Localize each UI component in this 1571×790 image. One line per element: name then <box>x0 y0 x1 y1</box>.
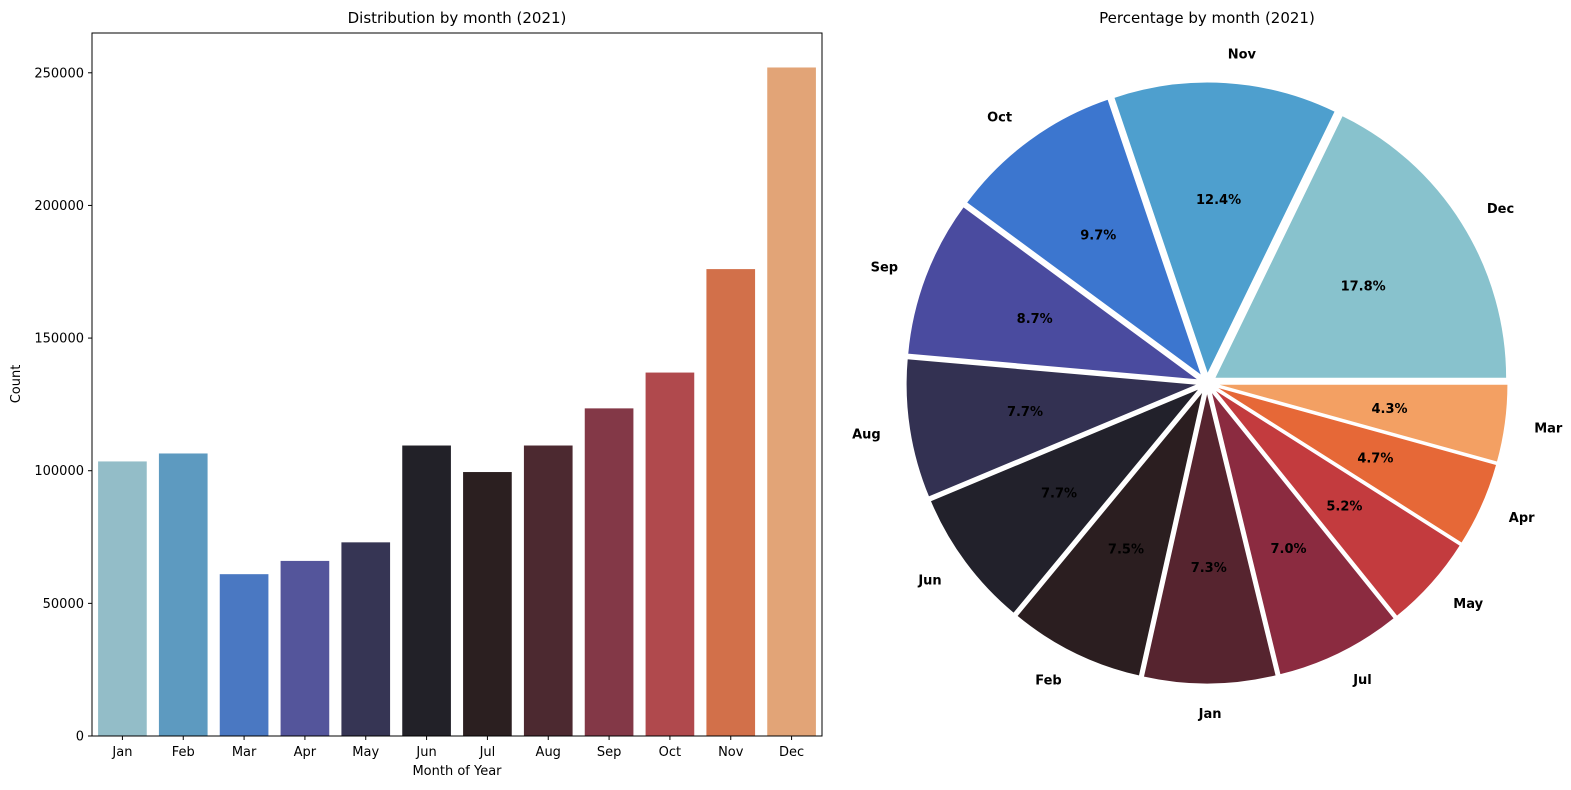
x-tick-label: Aug <box>536 745 561 760</box>
pie-percent-label: 7.3% <box>1191 561 1227 576</box>
bar-oct <box>645 372 695 736</box>
x-tick-label: Dec <box>779 745 804 760</box>
pie-slice-jan <box>1142 391 1277 685</box>
pie-slice-apr <box>1214 386 1498 544</box>
x-tick-label: Oct <box>659 745 681 760</box>
y-tick-label: 0 <box>76 730 84 745</box>
bar-x-axis: Jan Feb Mar Apr May Jun Jul Aug Sep Oct Nov Dec <box>111 736 804 760</box>
pie-percent-label: 5.2% <box>1326 500 1362 515</box>
pie-percent-label: 7.7% <box>1041 487 1077 502</box>
x-tick-label: Sep <box>597 745 622 760</box>
bar-feb <box>158 453 208 736</box>
bar-jul <box>463 472 512 736</box>
pie-percent-label: 4.7% <box>1357 452 1393 467</box>
y-tick-label: 100000 <box>34 464 84 479</box>
bar-series <box>98 67 816 736</box>
bar-jun <box>402 445 451 736</box>
x-tick-label: May <box>352 745 379 760</box>
pie-chart-title: Percentage by month (2021) <box>1099 9 1315 27</box>
pie-label: Sep <box>871 260 899 275</box>
bar-y-axis: 0 50000 100000 150000 200000 250000 <box>34 66 92 745</box>
bar-mar <box>219 574 269 736</box>
pie-label: Jun <box>917 574 941 589</box>
bar-aug <box>523 445 573 736</box>
bar-y-axis-label: Count <box>9 365 24 404</box>
bar-sep <box>584 408 634 736</box>
bar-apr <box>280 560 330 736</box>
bar-x-axis-label: Month of Year <box>412 764 502 779</box>
pie-label: Aug <box>852 428 881 443</box>
pie-label: Jan <box>1198 707 1222 722</box>
pie-percent-label: 7.5% <box>1108 542 1144 557</box>
x-tick-label: Feb <box>172 745 195 760</box>
pie-percent-label: 8.7% <box>1017 312 1053 327</box>
bar-may <box>341 542 391 736</box>
x-tick-label: Jan <box>111 745 132 760</box>
pie-slice-feb <box>1016 390 1204 677</box>
pie-slice-jul <box>1210 390 1395 676</box>
x-tick-label: Mar <box>232 745 257 760</box>
y-tick-label: 150000 <box>34 332 84 347</box>
pie-slice-oct <box>965 98 1203 378</box>
pie-slice-jun <box>929 387 1201 615</box>
pie-percent-label: 7.0% <box>1271 542 1307 557</box>
pie-series <box>905 81 1509 685</box>
y-tick-label: 50000 <box>43 597 84 612</box>
pie-chart: Percentage by month (2021) Dec 17.8% Nov 12… <box>852 9 1563 722</box>
pie-label: Nov <box>1228 47 1257 62</box>
x-tick-label: Nov <box>718 745 744 760</box>
pie-label: Feb <box>1035 674 1061 689</box>
pie-label: Apr <box>1509 511 1535 526</box>
pie-label: May <box>1453 597 1483 612</box>
x-tick-label: Jul <box>479 745 496 760</box>
bar-chart: Distribution by month (2021) 0 50000 10000… <box>9 9 823 779</box>
y-tick-label: 200000 <box>34 199 84 214</box>
pie-percent-label: 9.7% <box>1080 228 1116 243</box>
pie-percent-label: 17.8% <box>1341 279 1386 294</box>
pie-slice-nov <box>1113 81 1336 376</box>
pie-slice-may <box>1213 388 1461 618</box>
pie-percent-label: 7.7% <box>1007 405 1043 420</box>
pie-label: Mar <box>1534 421 1563 436</box>
pie-slice-mar <box>1215 383 1509 463</box>
pie-label: Dec <box>1487 202 1514 217</box>
pie-percent-label: 4.3% <box>1371 402 1407 417</box>
bar-plot-frame <box>91 32 823 737</box>
bar-dec <box>767 67 816 736</box>
pie-label: Jul <box>1352 673 1372 688</box>
x-tick-label: Apr <box>294 745 317 760</box>
bar-jan <box>98 461 147 736</box>
pie-label: Oct <box>987 110 1012 125</box>
bar-chart-title: Distribution by month (2021) <box>348 9 567 27</box>
bar-nov <box>706 269 756 736</box>
y-tick-label: 250000 <box>34 66 84 81</box>
pie-slice-dec <box>1213 114 1508 379</box>
pie-labels: Dec 17.8% Nov 12.4% Oct 9.7% Sep 8.7% Aug 7.7% Jun… <box>852 47 1563 722</box>
x-tick-label: Jun <box>415 745 436 760</box>
pie-percent-label: 12.4% <box>1196 193 1241 208</box>
pie-slice-aug <box>905 358 1199 498</box>
pie-slice-sep <box>907 206 1201 381</box>
